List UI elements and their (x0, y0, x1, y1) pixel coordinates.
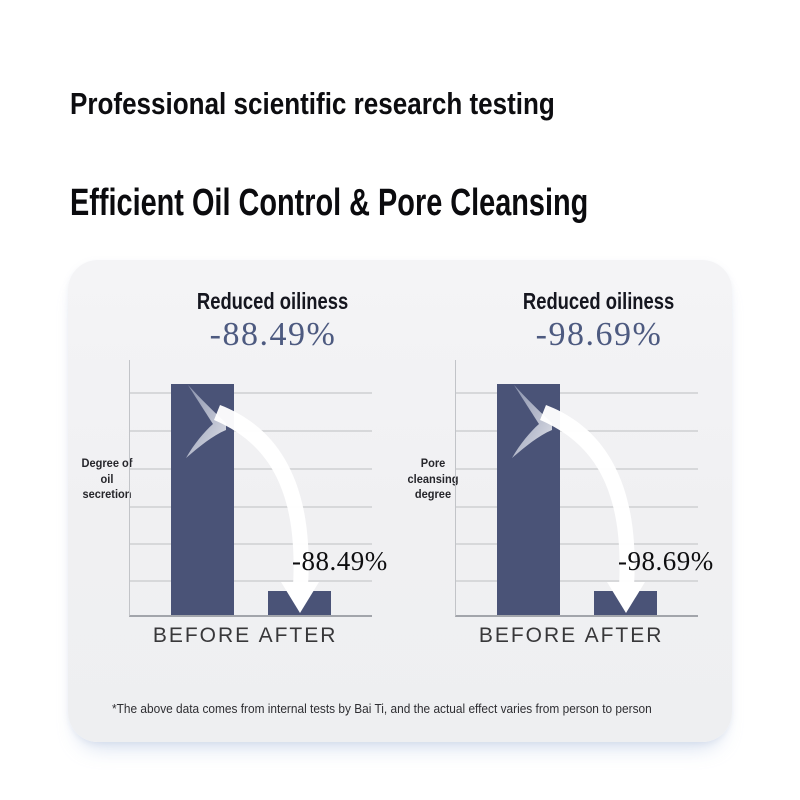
gridline (456, 543, 698, 545)
page-subtitle: Professional scientific research testing (70, 86, 555, 121)
category-label-after: AFTER (584, 624, 664, 647)
category-label-before: BEFORE (152, 624, 252, 647)
category-label-after: AFTER (258, 624, 338, 647)
plot-area: -98.69% (455, 360, 713, 617)
plot-area: -88.49% (129, 360, 387, 617)
bar-after (268, 591, 331, 615)
chart-title: Reduced oiliness (197, 288, 349, 314)
y-axis-label: Pore cleansing degree (407, 456, 459, 502)
gridline (456, 580, 698, 582)
reduction-annotation: -88.49% (292, 546, 388, 576)
reduction-arrow-icon (512, 385, 645, 613)
gridline (456, 430, 698, 432)
results-card: Reduced oiliness -88.49% Degree of oil s… (68, 260, 732, 742)
chart-oil-secretion: Reduced oiliness -88.49% Degree of oil s… (68, 260, 400, 690)
gridline (130, 468, 372, 470)
chart-pore-cleansing: Reduced oiliness -98.69% Pore cleansing … (394, 260, 726, 690)
gridline (456, 468, 698, 470)
bar-after (594, 591, 657, 615)
chart-header: Reduced oiliness -88.49% (128, 288, 418, 354)
gridline (130, 430, 372, 432)
page-title: Efficient Oil Control & Pore Cleansing (70, 182, 589, 224)
gridline (130, 580, 372, 582)
chart-headline-value: -88.49% (209, 316, 337, 353)
chart-header: Reduced oiliness -98.69% (454, 288, 744, 354)
gridline (130, 506, 372, 508)
category-label-before: BEFORE (478, 624, 578, 647)
gridline (130, 392, 372, 394)
chart-title: Reduced oiliness (523, 288, 675, 314)
gridline (456, 392, 698, 394)
gridline (456, 506, 698, 508)
reduction-annotation: -98.69% (618, 546, 714, 576)
gridline (130, 543, 372, 545)
chart-headline-value: -98.69% (535, 316, 663, 353)
disclaimer-footnote: *The above data comes from internal test… (112, 702, 652, 716)
bar-before (171, 384, 234, 615)
y-axis-label: Degree of oil secretion (81, 456, 133, 502)
bar-before (497, 384, 560, 615)
reduction-arrow-icon (186, 385, 319, 613)
